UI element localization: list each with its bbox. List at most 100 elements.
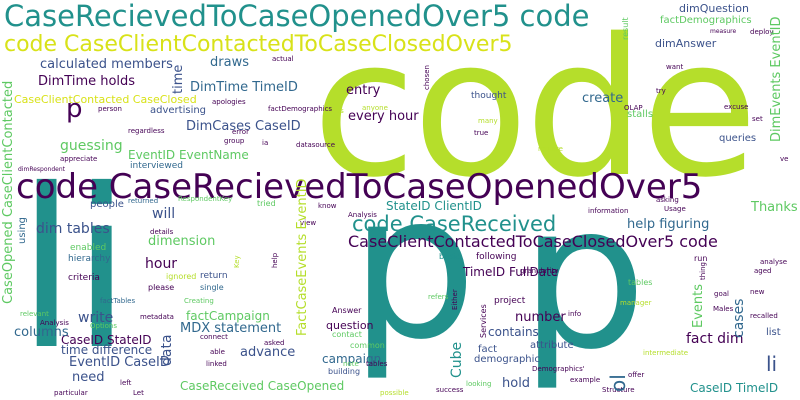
- word-hold: hold: [502, 376, 531, 391]
- word-p-big-1: p: [350, 151, 477, 384]
- word-structure: Structure: [602, 386, 635, 394]
- word-campaign: campaign: [322, 352, 382, 366]
- word-regardless: regardless: [128, 127, 165, 135]
- word-caseid-timeid: CaseID TimeID: [690, 381, 779, 395]
- word-dimanswer: dimAnswer: [655, 37, 717, 50]
- word-cube: Cube: [449, 341, 465, 378]
- word-let: Let: [133, 389, 144, 397]
- word-key: Key: [233, 255, 241, 268]
- word-demographic: demographic: [474, 354, 540, 365]
- word-p-big-2: p: [520, 161, 647, 394]
- word-asked: asked: [264, 339, 285, 347]
- word-cc-cc-code: CaseClientContactedToCaseClosedOver5 cod…: [348, 232, 718, 251]
- word-criteria: criteria: [68, 273, 100, 283]
- word-ignored: ignored: [166, 272, 197, 281]
- word-li-big: li: [16, 142, 132, 398]
- word-goal: goal: [714, 290, 729, 298]
- word-data: data: [159, 334, 175, 366]
- word-success: success: [436, 386, 464, 394]
- word-either: Either: [451, 289, 459, 310]
- word-contains: contains: [488, 325, 539, 339]
- word-apologies: apologies: [212, 98, 246, 106]
- word-events: Events: [691, 283, 706, 328]
- word-analysis-2: Analysis: [348, 211, 377, 219]
- word-info: info: [568, 310, 582, 318]
- word-advertising: advertising: [150, 105, 207, 116]
- word-usage: Usage: [664, 205, 686, 213]
- word-common: common: [350, 341, 385, 350]
- word-require: require: [538, 145, 563, 153]
- word-code-big: code: [312, 0, 758, 219]
- word-single: single: [200, 283, 224, 292]
- word-return: return: [200, 271, 228, 281]
- word-using: using: [17, 216, 28, 244]
- word-particular: particular: [54, 389, 88, 397]
- word-males: Males: [713, 305, 734, 313]
- word-time: time: [171, 64, 186, 94]
- word-please: please: [148, 283, 175, 292]
- word-recalled: recalled: [750, 312, 778, 320]
- word-table: tables: [366, 360, 388, 368]
- word-result: result: [621, 17, 630, 40]
- word-casereceived-caseopened: CaseReceived CaseOpened: [180, 379, 345, 393]
- word-linked: linked: [206, 360, 227, 368]
- word-dimrespondent: dimRespondent: [18, 166, 65, 173]
- word-people: people: [90, 199, 124, 210]
- word-ve: ve: [780, 155, 789, 163]
- word-factables: factTables: [100, 297, 136, 305]
- word-intermediate: intermediate: [643, 349, 689, 357]
- word-contact: contact: [332, 330, 362, 339]
- word-dimension: dimension: [148, 234, 216, 249]
- word-enabled: enabled: [70, 243, 107, 253]
- word-hierarchy: hierarchy: [68, 254, 111, 264]
- word-p-small: p: [66, 94, 83, 124]
- word-tried: tried: [257, 199, 276, 208]
- word-actual: actual: [272, 55, 294, 63]
- word-dimquestion: dimQuestion: [679, 2, 749, 15]
- word-answer: Answer: [332, 306, 362, 315]
- word-group: group: [224, 137, 245, 145]
- word-granularity: granularity: [520, 267, 559, 275]
- word-manager: manager: [620, 299, 652, 307]
- word-stalls: stalls: [627, 109, 654, 120]
- word-olap: OLAP: [624, 104, 643, 112]
- word-draws: draws: [210, 55, 249, 70]
- word-stateid-clientid: StateID ClientID: [386, 199, 482, 213]
- word-ia: ia: [262, 139, 269, 147]
- word-returned: returned: [128, 197, 159, 205]
- word-example: example: [570, 376, 601, 384]
- word-information: information: [588, 207, 629, 215]
- word-relevant: relevant: [20, 310, 49, 318]
- word-tables: tables: [628, 278, 653, 287]
- word-services: Services: [479, 304, 488, 338]
- word-title-3: code CaseRecievedToCaseOpenedOver5: [16, 167, 703, 207]
- word-know: know: [318, 202, 337, 210]
- word-caseid-stateid: CaseID StateID: [61, 333, 152, 347]
- word-asking: asking: [656, 196, 679, 204]
- word-view: view: [300, 219, 317, 227]
- word-will: will: [152, 206, 176, 222]
- word-true: true: [474, 129, 489, 137]
- word-caseopened-ccc: CaseOpened CaseClientContacted: [1, 80, 16, 304]
- word-building: building: [328, 367, 361, 376]
- word-options: Options: [90, 322, 118, 330]
- word-dimtime-holds: DimTime holds: [38, 74, 136, 89]
- word-entry: entry: [346, 83, 381, 98]
- word-code-casereceived: code CaseReceived: [352, 212, 557, 236]
- word-hour: hour: [145, 256, 178, 272]
- word-calculated-members: calculated members: [40, 57, 173, 72]
- word-creating: Creating: [184, 297, 214, 305]
- word-metadata: metadata: [140, 313, 174, 321]
- word-person: person: [98, 105, 122, 113]
- word-basic: basic: [439, 252, 460, 261]
- word-create: create: [582, 91, 624, 106]
- word-dimtime-timeid: DimTime TimeID: [190, 80, 298, 95]
- word-write: write: [78, 310, 114, 326]
- word-refers: refers: [428, 293, 449, 301]
- word-respondentkey: RespondentKey: [178, 195, 233, 203]
- word-title-2: code CaseClientContactedToCaseClosedOver…: [4, 32, 513, 57]
- word-guessing: guessing: [60, 138, 123, 154]
- word-connect: connect: [200, 333, 228, 341]
- word-cases: cases: [731, 298, 747, 338]
- word-want: want: [666, 63, 684, 71]
